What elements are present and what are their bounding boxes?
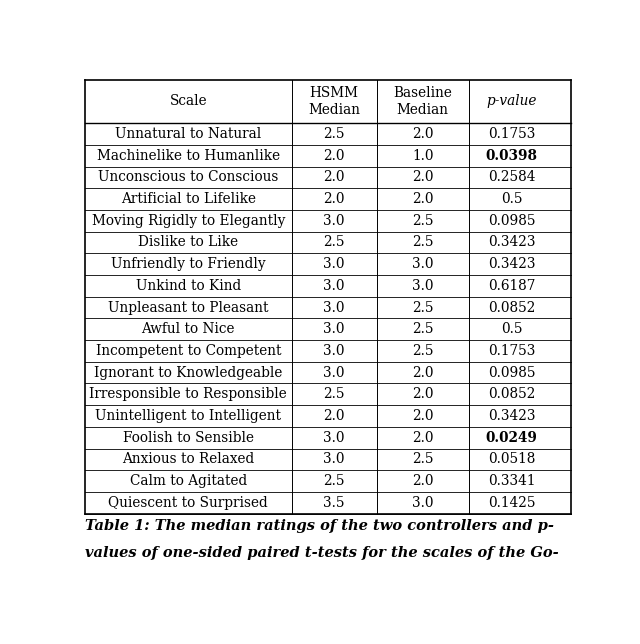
Text: Artificial to Lifelike: Artificial to Lifelike (121, 192, 256, 206)
Text: p-value: p-value (486, 95, 537, 108)
Text: Machinelike to Humanlike: Machinelike to Humanlike (97, 149, 280, 163)
Text: 0.0398: 0.0398 (486, 149, 538, 163)
Text: 2.5: 2.5 (412, 453, 433, 466)
Text: values of one-sided paired t-tests for the scales of the Go-: values of one-sided paired t-tests for t… (85, 546, 559, 560)
Text: 2.5: 2.5 (412, 301, 433, 314)
Text: 0.3341: 0.3341 (488, 474, 535, 488)
Text: 2.0: 2.0 (412, 431, 433, 445)
Text: 0.0852: 0.0852 (488, 387, 535, 401)
Text: 0.0985: 0.0985 (488, 214, 535, 228)
Text: 0.5: 0.5 (500, 192, 522, 206)
Text: 0.1753: 0.1753 (488, 344, 535, 358)
Text: 2.0: 2.0 (323, 171, 345, 184)
Text: Irresponsible to Responsible: Irresponsible to Responsible (90, 387, 287, 401)
Text: 3.0: 3.0 (323, 366, 345, 380)
Text: Foolish to Sensible: Foolish to Sensible (123, 431, 253, 445)
Text: Table 1: The median ratings of the two controllers and p-: Table 1: The median ratings of the two c… (85, 518, 554, 533)
Text: 0.3423: 0.3423 (488, 409, 535, 423)
Text: 2.5: 2.5 (412, 322, 433, 336)
Text: 0.0518: 0.0518 (488, 453, 535, 466)
Text: 2.0: 2.0 (412, 127, 433, 141)
Text: 3.0: 3.0 (323, 301, 345, 314)
Text: 3.0: 3.0 (323, 453, 345, 466)
Text: Awful to Nice: Awful to Nice (141, 322, 235, 336)
Text: 2.0: 2.0 (412, 474, 433, 488)
Text: Ignorant to Knowledgeable: Ignorant to Knowledgeable (94, 366, 282, 380)
Text: 2.0: 2.0 (323, 409, 345, 423)
Text: Calm to Agitated: Calm to Agitated (130, 474, 247, 488)
Text: 2.0: 2.0 (412, 192, 433, 206)
Text: 0.6187: 0.6187 (488, 279, 535, 293)
Text: Unpleasant to Pleasant: Unpleasant to Pleasant (108, 301, 269, 314)
Text: 2.5: 2.5 (412, 344, 433, 358)
Text: 3.0: 3.0 (323, 431, 345, 445)
Text: 2.0: 2.0 (412, 366, 433, 380)
Text: 3.0: 3.0 (323, 322, 345, 336)
Text: 3.0: 3.0 (323, 214, 345, 228)
Text: 2.0: 2.0 (412, 409, 433, 423)
Text: Dislike to Like: Dislike to Like (138, 236, 238, 249)
Text: HSMM
Median: HSMM Median (308, 86, 360, 117)
Text: Quiescent to Surprised: Quiescent to Surprised (108, 496, 268, 510)
Text: 0.2584: 0.2584 (488, 171, 535, 184)
Text: 0.1753: 0.1753 (488, 127, 535, 141)
Text: 3.0: 3.0 (323, 344, 345, 358)
Text: Unconscious to Conscious: Unconscious to Conscious (98, 171, 278, 184)
Text: Baseline
Median: Baseline Median (394, 86, 452, 117)
Text: 2.0: 2.0 (323, 149, 345, 163)
Text: 2.0: 2.0 (412, 387, 433, 401)
Text: Moving Rigidly to Elegantly: Moving Rigidly to Elegantly (92, 214, 285, 228)
Text: 2.5: 2.5 (323, 387, 345, 401)
Text: 2.5: 2.5 (323, 127, 345, 141)
Text: 0.0249: 0.0249 (486, 431, 538, 445)
Text: 0.3423: 0.3423 (488, 236, 535, 249)
Text: 2.5: 2.5 (412, 236, 433, 249)
Text: 0.0985: 0.0985 (488, 366, 535, 380)
Text: 3.0: 3.0 (412, 257, 433, 271)
Text: Unkind to Kind: Unkind to Kind (136, 279, 241, 293)
Text: 0.1425: 0.1425 (488, 496, 535, 510)
Text: Scale: Scale (170, 95, 207, 108)
Text: Incompetent to Competent: Incompetent to Competent (95, 344, 281, 358)
Text: 2.0: 2.0 (323, 192, 345, 206)
Text: 2.5: 2.5 (323, 236, 345, 249)
Text: 3.0: 3.0 (323, 279, 345, 293)
Text: Anxious to Relaxed: Anxious to Relaxed (122, 453, 254, 466)
Text: 0.3423: 0.3423 (488, 257, 535, 271)
Text: 2.0: 2.0 (412, 171, 433, 184)
Text: 3.0: 3.0 (412, 279, 433, 293)
Text: 2.5: 2.5 (323, 474, 345, 488)
Text: 3.5: 3.5 (323, 496, 345, 510)
Text: Unnatural to Natural: Unnatural to Natural (115, 127, 261, 141)
Text: 0.5: 0.5 (500, 322, 522, 336)
Text: Unfriendly to Friendly: Unfriendly to Friendly (111, 257, 266, 271)
Text: 3.0: 3.0 (323, 257, 345, 271)
Text: 1.0: 1.0 (412, 149, 433, 163)
Text: Unintelligent to Intelligent: Unintelligent to Intelligent (95, 409, 281, 423)
Text: 3.0: 3.0 (412, 496, 433, 510)
Text: 2.5: 2.5 (412, 214, 433, 228)
Text: 0.0852: 0.0852 (488, 301, 535, 314)
